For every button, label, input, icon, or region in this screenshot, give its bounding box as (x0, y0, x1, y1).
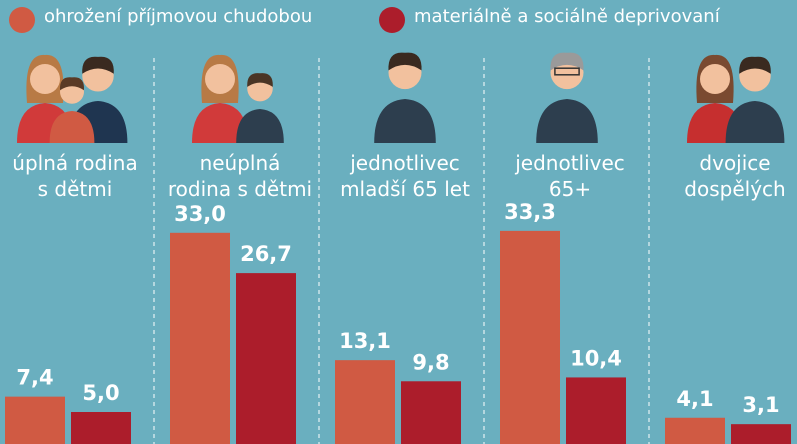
chart: 7,4 5,0 33,0 26,7 13,1 9,8 33,3 10,4 4,1 3,1 (0, 0, 797, 444)
bar (665, 418, 725, 444)
person-body (236, 109, 284, 143)
legend-swatch (9, 7, 35, 33)
bar (236, 273, 296, 444)
person-body (374, 99, 436, 143)
value-label: 33,0 (174, 202, 226, 226)
value-label: 4,1 (676, 387, 713, 411)
person-body (726, 101, 785, 143)
legend-swatch (379, 7, 405, 33)
value-label: 26,7 (240, 242, 292, 266)
value-label: 7,4 (16, 366, 53, 390)
bar (170, 233, 230, 444)
category-label: dvojice dospělých (655, 150, 797, 202)
person-body (536, 99, 598, 143)
bar (5, 397, 65, 444)
legend-label: ohrožení příjmovou chudobou (44, 6, 312, 27)
bar (731, 424, 791, 444)
category-label: úplná rodina s dětmi (0, 150, 155, 202)
category-label: jednotlivec 65+ (490, 150, 650, 202)
value-label: 10,4 (570, 346, 622, 370)
bar (71, 412, 131, 444)
bar (335, 360, 395, 444)
bar (566, 377, 626, 444)
person-head (205, 64, 235, 94)
legend-label: materiálně a sociálně deprivovaní (414, 6, 720, 27)
bar (401, 381, 461, 444)
infographic: 7,4 5,0 33,0 26,7 13,1 9,8 33,3 10,4 4,1 3,1 ohro… (0, 0, 797, 444)
bar (500, 231, 560, 444)
value-label: 13,1 (339, 329, 391, 353)
value-label: 9,8 (412, 350, 449, 374)
category-label: jednotlivec mladší 65 let (325, 150, 485, 202)
value-label: 33,3 (504, 200, 556, 224)
person-head (700, 64, 730, 94)
category-label: neúplná rodina s dětmi (160, 150, 320, 202)
person-head (30, 64, 60, 94)
value-label: 3,1 (742, 393, 779, 417)
value-label: 5,0 (82, 381, 119, 405)
